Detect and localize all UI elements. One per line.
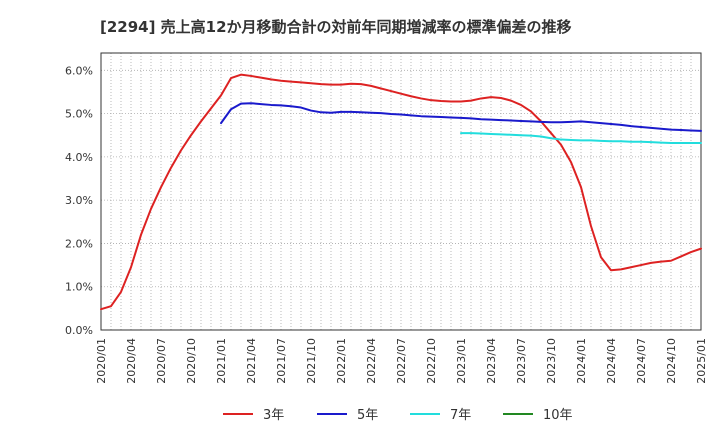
axes: 0.0% 1.0% 2.0% 3.0% 4.0% 5.0% 6.0% 2020/01 2020/… <box>65 52 708 384</box>
legend-label: 10年 <box>543 408 573 423</box>
y-tick-label: 6.0% <box>65 64 93 77</box>
x-tick-label: 2025/01 <box>695 338 708 384</box>
series-line-7年 <box>460 132 702 145</box>
x-tick-label: 2023/04 <box>485 338 498 384</box>
x-tick-label: 2021/07 <box>275 338 288 384</box>
legend-label: 7年 <box>450 408 471 423</box>
series-line-5年 <box>220 102 702 132</box>
grid-lines <box>100 53 702 330</box>
x-tick-label: 2021/04 <box>245 338 258 384</box>
y-tick-label: 3.0% <box>65 194 93 207</box>
series-lines <box>100 73 702 311</box>
x-tick-label: 2021/10 <box>305 338 318 384</box>
x-tick-label: 2022/04 <box>365 338 378 384</box>
chart-title: [2294] 売上高12か月移動合計の対前年同期増減率の標準偏差の推移 <box>100 18 572 36</box>
x-tick-label: 2020/10 <box>185 338 198 384</box>
x-tick-label: 2024/04 <box>605 338 618 384</box>
y-tick-label: 1.0% <box>65 281 93 294</box>
x-tick-label: 2024/07 <box>635 338 648 384</box>
x-tick-label: 2020/07 <box>155 338 168 384</box>
x-tick-label: 2024/10 <box>665 338 678 384</box>
y-tick-label: 4.0% <box>65 151 93 164</box>
x-tick-label: 2024/01 <box>575 338 588 384</box>
x-tick-label: 2021/01 <box>215 338 228 384</box>
x-tick-label: 2022/10 <box>425 338 438 384</box>
legend-label: 3年 <box>263 408 284 423</box>
x-tick-label: 2020/04 <box>125 338 138 384</box>
y-tick-label: 0.0% <box>65 324 93 337</box>
series-line-3年 <box>100 73 702 311</box>
x-tick-label: 2023/01 <box>455 338 468 384</box>
y-tick-label: 2.0% <box>65 237 93 250</box>
legend-label: 5年 <box>357 408 378 423</box>
plot-frame <box>100 52 702 331</box>
legend: 3年 5年 7年 10年 <box>223 408 573 423</box>
x-tick-label: 2022/01 <box>335 338 348 384</box>
x-tick-label: 2023/10 <box>545 338 558 384</box>
x-tick-label: 2022/07 <box>395 338 408 384</box>
x-tick-label: 2023/07 <box>515 338 528 384</box>
x-tick-label: 2020/01 <box>95 338 108 384</box>
y-tick-label: 5.0% <box>65 108 93 121</box>
